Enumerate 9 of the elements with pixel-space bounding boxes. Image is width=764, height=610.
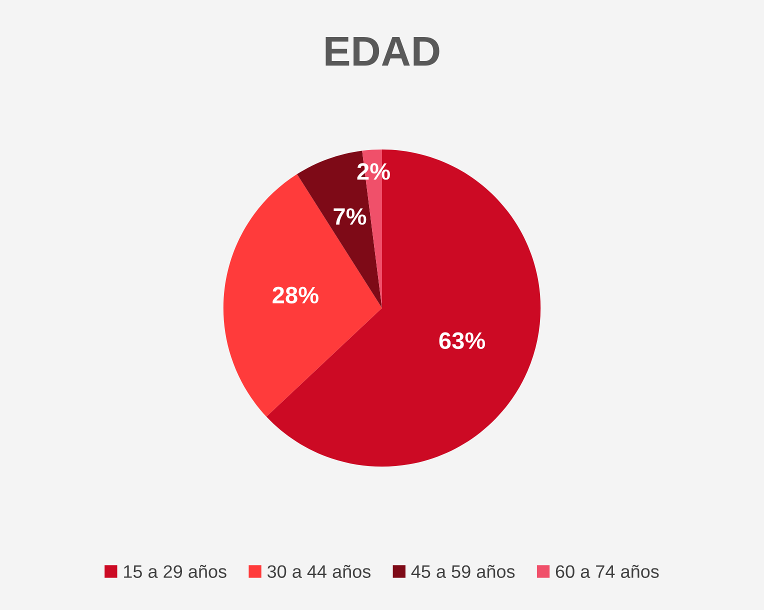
pie-slice [266, 149, 541, 467]
chart-title: EDAD [326, 37, 440, 66]
data-label: 63% [439, 332, 486, 350]
legend-label: 30 a 44 años [267, 564, 371, 578]
legend-label: 45 a 59 años [411, 564, 515, 578]
legend-label: 60 a 74 años [556, 564, 659, 578]
legend-label: 15 a 29 años [124, 564, 226, 578]
data-label: 28% [272, 286, 318, 304]
data-label: 7% [334, 208, 366, 225]
